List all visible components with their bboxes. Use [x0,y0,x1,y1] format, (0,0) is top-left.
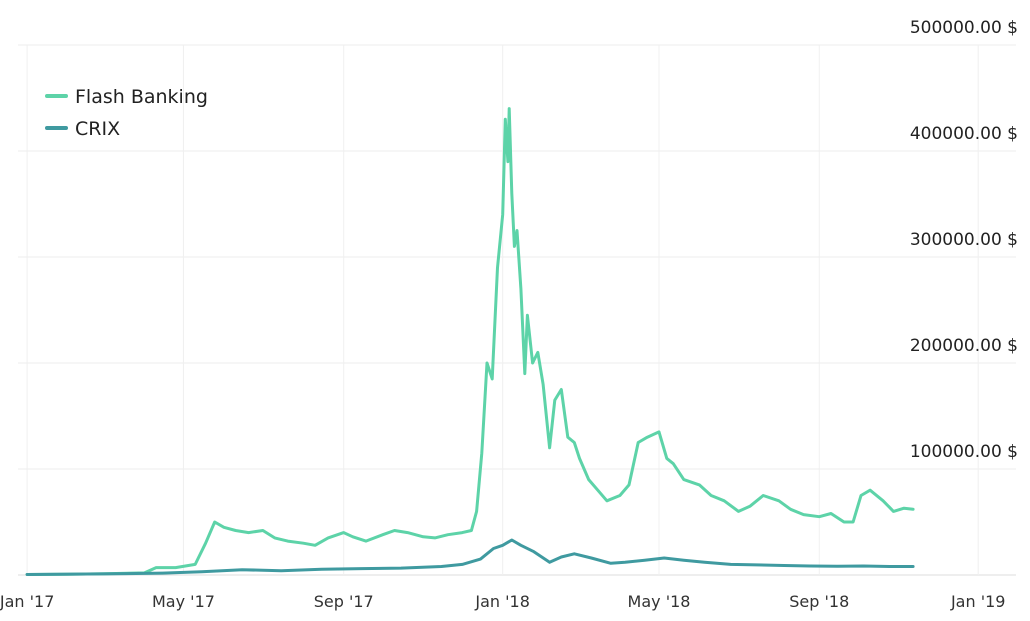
x-tick-label: Jan '19 [950,592,1006,611]
y-tick-label: 200000.00 $ [910,336,1018,356]
x-tick-label: May '18 [628,592,691,611]
legend[interactable]: Flash Banking CRIX [45,86,208,140]
legend-label: Flash Banking [75,86,208,108]
x-axis: Jan '17 May '17 Sep '17 Jan '18 May '18 Sep '… [0,592,1005,611]
y-tick-label: 100000.00 $ [910,442,1018,462]
x-tick-label: Jan '18 [474,592,530,611]
y-axis: 100000.00 $ 200000.00 $ 300000.00 $ 400000.… [910,18,1018,462]
y-tick-label: 300000.00 $ [910,230,1018,250]
series-line-flash-banking [25,107,915,576]
x-tick-label: Sep '18 [789,592,849,611]
y-tick-label: 400000.00 $ [910,124,1018,144]
x-tick-label: Jan '17 [0,592,54,611]
legend-item-crix[interactable]: CRIX [45,118,120,140]
series-line-crix [25,538,915,576]
x-tick-label: May '17 [152,592,215,611]
grid [18,44,1016,576]
legend-label: CRIX [75,118,120,140]
series-lines [25,107,915,576]
y-tick-label: 500000.00 $ [910,18,1018,38]
x-tick-label: Sep '17 [314,592,374,611]
legend-item-flash-banking[interactable]: Flash Banking [45,86,208,108]
